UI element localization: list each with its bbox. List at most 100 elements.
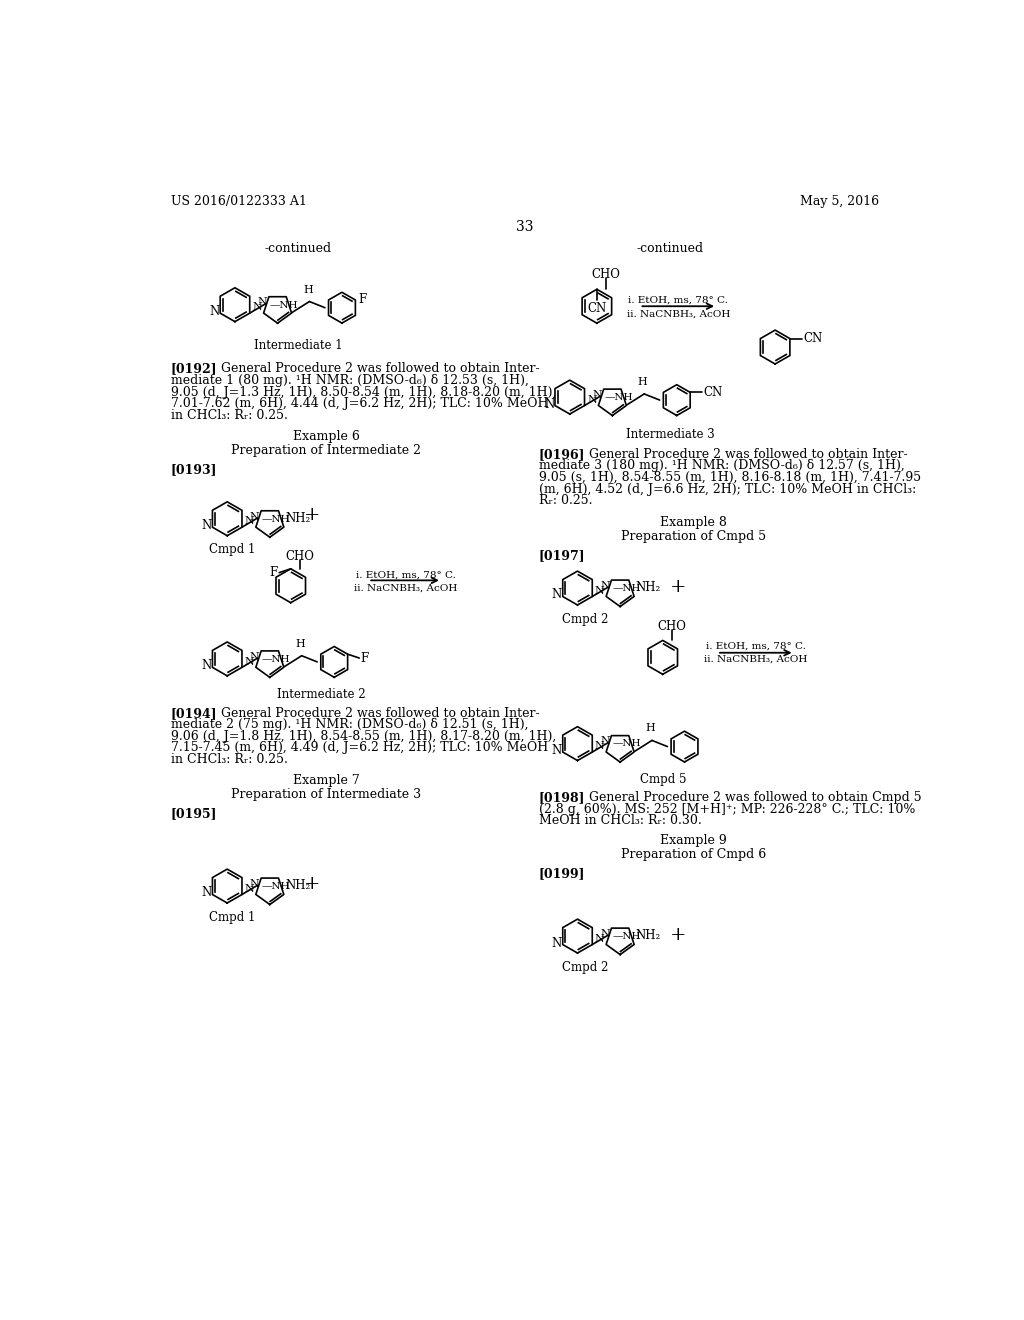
Text: N: N bbox=[600, 929, 610, 939]
Text: N: N bbox=[245, 516, 254, 527]
Text: H: H bbox=[645, 723, 655, 734]
Text: NH₂: NH₂ bbox=[286, 879, 310, 892]
Text: Intermediate 3: Intermediate 3 bbox=[626, 428, 715, 441]
Text: Cmpd 2: Cmpd 2 bbox=[562, 612, 608, 626]
Text: N: N bbox=[202, 519, 212, 532]
Text: N: N bbox=[209, 305, 219, 318]
Text: [0199]: [0199] bbox=[539, 867, 586, 880]
Text: (2.8 g, 60%). MS: 252 [M+H]⁺; MP: 226-228° C.; TLC: 10%: (2.8 g, 60%). MS: 252 [M+H]⁺; MP: 226-22… bbox=[539, 803, 915, 816]
Text: Rᵣ: 0.25.: Rᵣ: 0.25. bbox=[539, 494, 592, 507]
Text: N: N bbox=[258, 297, 267, 308]
Text: Preparation of Intermediate 3: Preparation of Intermediate 3 bbox=[231, 788, 422, 801]
Text: +: + bbox=[304, 875, 321, 892]
Text: N: N bbox=[595, 933, 604, 944]
Text: mediate 3 (180 mg). ¹H NMR: (DMSO-d₆) δ 12.57 (s, 1H),: mediate 3 (180 mg). ¹H NMR: (DMSO-d₆) δ … bbox=[539, 459, 904, 473]
Text: +: + bbox=[304, 506, 321, 524]
Text: N: N bbox=[245, 656, 254, 667]
Text: —NH: —NH bbox=[612, 583, 641, 593]
Text: —NH: —NH bbox=[262, 655, 291, 664]
Text: N: N bbox=[202, 887, 212, 899]
Text: NH₂: NH₂ bbox=[636, 929, 660, 942]
Text: Intermediate 1: Intermediate 1 bbox=[254, 339, 343, 352]
Text: N: N bbox=[544, 397, 554, 411]
Text: -continued: -continued bbox=[265, 242, 332, 255]
Text: N: N bbox=[552, 744, 562, 758]
Text: General Procedure 2 was followed to obtain Inter-: General Procedure 2 was followed to obta… bbox=[577, 447, 907, 461]
Text: [0196]: [0196] bbox=[539, 447, 586, 461]
Text: F: F bbox=[269, 566, 278, 579]
Text: 7.15-7.45 (m, 6H), 4.49 (d, J=6.2 Hz, 2H); TLC: 10% MeOH: 7.15-7.45 (m, 6H), 4.49 (d, J=6.2 Hz, 2H… bbox=[171, 742, 548, 754]
Text: F: F bbox=[360, 652, 369, 664]
Text: [0192]: [0192] bbox=[171, 363, 217, 375]
Text: [0197]: [0197] bbox=[539, 549, 586, 562]
Text: H: H bbox=[638, 378, 647, 387]
Text: (m, 6H), 4.52 (d, J=6.6 Hz, 2H); TLC: 10% MeOH in CHCl₃:: (m, 6H), 4.52 (d, J=6.6 Hz, 2H); TLC: 10… bbox=[539, 483, 916, 495]
Text: ii. NaCNBH₃, AcOH: ii. NaCNBH₃, AcOH bbox=[705, 655, 808, 664]
Text: i. EtOH, ms, 78° C.: i. EtOH, ms, 78° C. bbox=[629, 296, 728, 305]
Text: General Procedure 2 was followed to obtain Cmpd 5: General Procedure 2 was followed to obta… bbox=[577, 792, 922, 804]
Text: in CHCl₃: Rᵣ: 0.25.: in CHCl₃: Rᵣ: 0.25. bbox=[171, 409, 288, 421]
Text: 9.05 (d, J=1.3 Hz, 1H), 8.50-8.54 (m, 1H), 8.18-8.20 (m, 1H),: 9.05 (d, J=1.3 Hz, 1H), 8.50-8.54 (m, 1H… bbox=[171, 385, 556, 399]
Text: Example 8: Example 8 bbox=[660, 516, 727, 529]
Text: May 5, 2016: May 5, 2016 bbox=[800, 195, 879, 209]
Text: Preparation of Cmpd 5: Preparation of Cmpd 5 bbox=[622, 529, 766, 543]
Text: ii. NaCNBH₃, AcOH: ii. NaCNBH₃, AcOH bbox=[627, 309, 730, 318]
Text: Example 7: Example 7 bbox=[293, 775, 359, 788]
Text: N: N bbox=[552, 589, 562, 602]
Text: CN: CN bbox=[587, 302, 606, 314]
Text: [0193]: [0193] bbox=[171, 463, 217, 477]
Text: [0198]: [0198] bbox=[539, 792, 586, 804]
Text: NH₂: NH₂ bbox=[636, 581, 660, 594]
Text: [0195]: [0195] bbox=[171, 808, 217, 821]
Text: CN: CN bbox=[803, 333, 822, 345]
Text: —NH: —NH bbox=[269, 301, 298, 310]
Text: Cmpd 1: Cmpd 1 bbox=[210, 544, 256, 557]
Text: N: N bbox=[552, 936, 562, 949]
Text: US 2016/0122333 A1: US 2016/0122333 A1 bbox=[171, 195, 306, 209]
Text: N: N bbox=[595, 586, 604, 595]
Text: N: N bbox=[250, 512, 260, 521]
Text: Cmpd 1: Cmpd 1 bbox=[210, 911, 256, 924]
Text: N: N bbox=[595, 742, 604, 751]
Text: MeOH in CHCl₃: Rᵣ: 0.30.: MeOH in CHCl₃: Rᵣ: 0.30. bbox=[539, 814, 701, 828]
Text: Preparation of Cmpd 6: Preparation of Cmpd 6 bbox=[622, 849, 766, 862]
Text: i. EtOH, ms, 78° C.: i. EtOH, ms, 78° C. bbox=[355, 570, 456, 579]
Text: N: N bbox=[587, 395, 597, 405]
Text: 33: 33 bbox=[516, 220, 534, 234]
Text: 9.06 (d, J=1.8 Hz, 1H), 8.54-8.55 (m, 1H), 8.17-8.20 (m, 1H),: 9.06 (d, J=1.8 Hz, 1H), 8.54-8.55 (m, 1H… bbox=[171, 730, 556, 743]
Text: N: N bbox=[600, 581, 610, 591]
Text: —NH: —NH bbox=[262, 515, 291, 524]
Text: —NH: —NH bbox=[612, 739, 641, 748]
Text: in CHCl₃: Rᵣ: 0.25.: in CHCl₃: Rᵣ: 0.25. bbox=[171, 752, 288, 766]
Text: H: H bbox=[295, 639, 305, 649]
Text: N: N bbox=[250, 652, 260, 661]
Text: CHO: CHO bbox=[592, 268, 621, 281]
Text: mediate 2 (75 mg). ¹H NMR: (DMSO-d₆) δ 12.51 (s, 1H),: mediate 2 (75 mg). ¹H NMR: (DMSO-d₆) δ 1… bbox=[171, 718, 528, 731]
Text: Intermediate 2: Intermediate 2 bbox=[278, 688, 366, 701]
Text: Example 6: Example 6 bbox=[293, 430, 359, 444]
Text: H: H bbox=[303, 285, 312, 294]
Text: Cmpd 2: Cmpd 2 bbox=[562, 961, 608, 974]
Text: -continued: -continued bbox=[637, 242, 705, 255]
Text: Preparation of Intermediate 2: Preparation of Intermediate 2 bbox=[231, 444, 422, 457]
Text: ii. NaCNBH₃, AcOH: ii. NaCNBH₃, AcOH bbox=[353, 583, 457, 593]
Text: —NH: —NH bbox=[262, 882, 291, 891]
Text: Example 9: Example 9 bbox=[660, 834, 727, 847]
Text: N: N bbox=[600, 737, 610, 746]
Text: CN: CN bbox=[703, 385, 723, 399]
Text: F: F bbox=[358, 293, 367, 306]
Text: —NH: —NH bbox=[612, 932, 641, 941]
Text: mediate 1 (80 mg). ¹H NMR: (DMSO-d₆) δ 12.53 (s, 1H),: mediate 1 (80 mg). ¹H NMR: (DMSO-d₆) δ 1… bbox=[171, 374, 528, 387]
Text: N: N bbox=[250, 879, 260, 888]
Text: +: + bbox=[670, 925, 686, 944]
Text: CHO: CHO bbox=[657, 620, 686, 634]
Text: N: N bbox=[245, 883, 254, 894]
Text: N: N bbox=[252, 302, 262, 313]
Text: —NH: —NH bbox=[604, 393, 633, 403]
Text: General Procedure 2 was followed to obtain Inter-: General Procedure 2 was followed to obta… bbox=[209, 706, 540, 719]
Text: N: N bbox=[593, 389, 602, 400]
Text: [0194]: [0194] bbox=[171, 706, 217, 719]
Text: N: N bbox=[202, 659, 212, 672]
Text: NH₂: NH₂ bbox=[286, 512, 310, 525]
Text: General Procedure 2 was followed to obtain Inter-: General Procedure 2 was followed to obta… bbox=[209, 363, 540, 375]
